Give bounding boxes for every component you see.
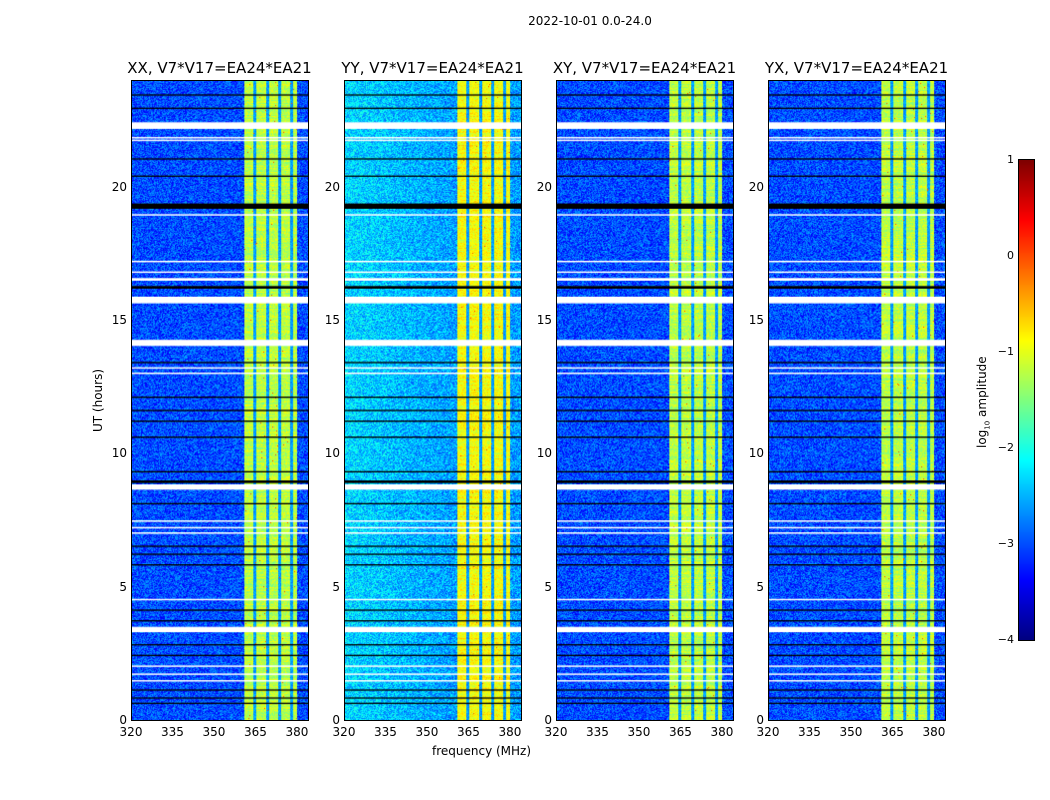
spectrogram-panel	[131, 80, 309, 721]
x-tick-label: 320	[119, 725, 143, 739]
y-tick-label: 10	[536, 446, 552, 461]
y-tick-label: 20	[324, 179, 340, 194]
colorbar-label: log10 amplitude	[975, 356, 991, 448]
colorbar-tick-label: −1	[997, 345, 1014, 358]
y-tick-label: 10	[111, 446, 127, 461]
x-tick-label: 380	[498, 725, 522, 739]
y-tick-label: 20	[748, 179, 764, 194]
x-tick-label: 380	[710, 725, 734, 739]
x-tick-label: 365	[669, 725, 692, 739]
y-tick-label: 0	[332, 713, 340, 727]
colorbar-tick-label: 1	[1007, 153, 1014, 166]
y-tick-label: 15	[324, 313, 340, 327]
colorbar-label-rest: amplitude	[975, 356, 989, 421]
x-tick-label: 335	[374, 725, 397, 739]
x-tick-label: 320	[544, 725, 568, 739]
x-tick-label: 350	[202, 725, 226, 739]
panel-title: YY, V7*V17=EA24*EA21	[341, 59, 524, 77]
y-tick-label: 0	[756, 713, 764, 727]
colorbar-label-sub: 10	[983, 420, 992, 430]
y-tick-label: 5	[756, 579, 764, 594]
spectrogram-image	[557, 81, 733, 720]
x-axis-label: frequency (MHz)	[432, 744, 532, 758]
colorbar	[1018, 159, 1035, 641]
y-tick-label: 5	[544, 579, 552, 594]
colorbar-label-main: log	[975, 429, 989, 448]
y-axis-label: UT (hours)	[91, 368, 105, 432]
spectrogram-panel	[768, 80, 946, 721]
colorbar-tick-label: −2	[997, 441, 1014, 454]
x-tick-label: 335	[586, 725, 609, 739]
spectrogram-image	[132, 81, 308, 720]
spectrogram-panel	[556, 80, 734, 721]
x-tick-label: 380	[922, 725, 946, 739]
spectrogram-image	[769, 81, 945, 720]
x-tick-label: 350	[839, 725, 863, 739]
x-tick-label: 365	[244, 725, 267, 739]
y-tick-label: 10	[324, 446, 340, 461]
y-tick-label: 5	[119, 579, 127, 594]
x-tick-label: 335	[161, 725, 184, 739]
colorbar-tick-label: 0	[1007, 249, 1014, 262]
panel-title: XY, V7*V17=EA24*EA21	[552, 59, 737, 77]
y-tick-label: 5	[332, 579, 340, 594]
y-tick-label: 0	[119, 713, 127, 727]
x-tick-label: 365	[457, 725, 480, 739]
panel-title: YX, V7*V17=EA24*EA21	[764, 59, 949, 77]
x-tick-label: 350	[415, 725, 439, 739]
x-tick-label: 320	[756, 725, 780, 739]
x-tick-label: 365	[881, 725, 904, 739]
y-tick-label: 20	[111, 179, 127, 194]
x-tick-label: 350	[627, 725, 651, 739]
figure-suptitle: 2022-10-01 0.0-24.0	[528, 14, 652, 28]
x-tick-label: 320	[332, 725, 356, 739]
colorbar-tick-label: −3	[997, 537, 1014, 550]
y-tick-label: 20	[536, 179, 552, 194]
y-tick-label: 10	[748, 446, 764, 461]
spectrogram-panel	[344, 80, 522, 721]
x-tick-label: 335	[798, 725, 821, 739]
y-tick-label: 15	[536, 313, 552, 327]
spectrogram-image	[345, 81, 521, 720]
colorbar-tick-label: −4	[997, 633, 1014, 646]
y-tick-label: 15	[111, 313, 127, 327]
y-tick-label: 0	[544, 713, 552, 727]
panel-title: XX, V7*V17=EA24*EA21	[127, 59, 312, 77]
x-tick-label: 380	[285, 725, 309, 739]
y-tick-label: 15	[748, 313, 764, 327]
